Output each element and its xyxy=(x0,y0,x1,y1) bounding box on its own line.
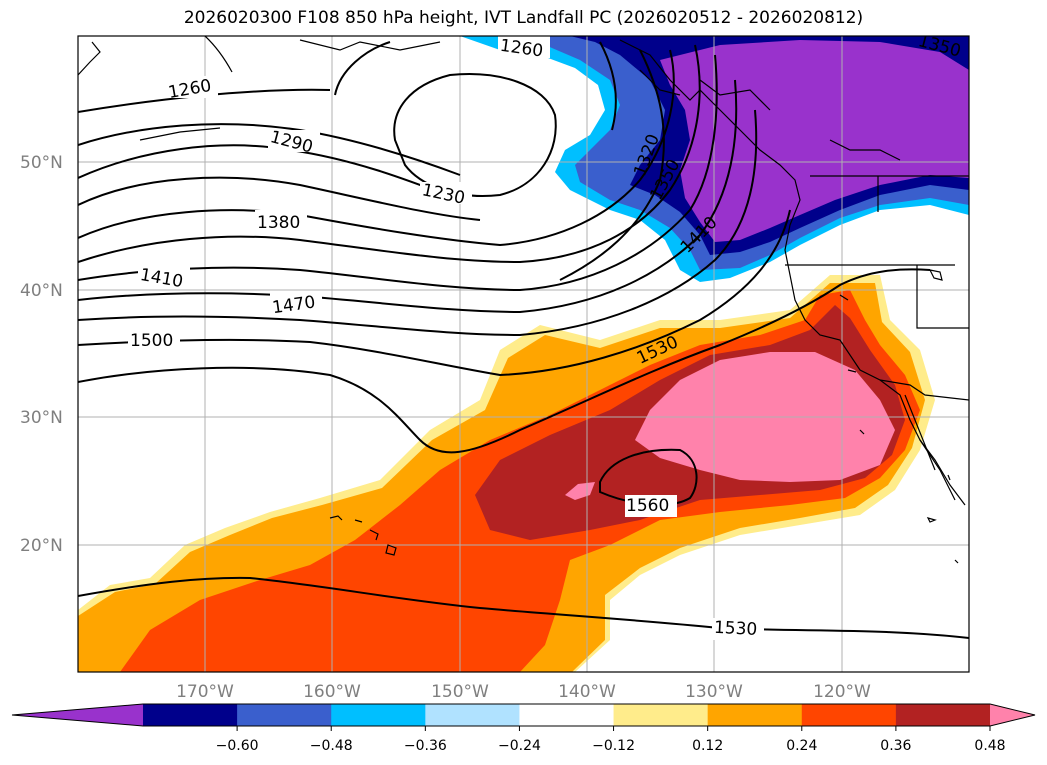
lon-tick-140w: 140°W xyxy=(558,682,616,702)
lat-tick-40n: 40°N xyxy=(20,281,63,301)
colorbar-cell xyxy=(519,704,615,726)
colorbar-outline xyxy=(11,703,1036,727)
contour-label-backgrounds xyxy=(128,36,764,640)
colorbar-tick-label: 0.36 xyxy=(880,738,911,754)
contour-label-1380: 1380 xyxy=(257,213,300,233)
colorbar-extend-low xyxy=(12,704,143,726)
contour-label-1500: 1500 xyxy=(130,331,173,351)
colorbar: −0.60 −0.48 −0.36 −0.24 −0.12 0.12 0.24 0.36 0.4… xyxy=(11,703,1036,754)
map-plot-area: 1260 1290 1380 1410 1470 1500 1230 1260 … xyxy=(78,36,969,672)
colorbar-cell xyxy=(895,704,991,726)
colorbar-tick-label: −0.36 xyxy=(404,738,447,754)
lon-tick-160w: 160°W xyxy=(303,682,361,702)
colorbar-cell xyxy=(425,704,520,726)
colorbar-tick-label: 0.48 xyxy=(974,738,1005,754)
lat-tick-50n: 50°N xyxy=(20,153,63,173)
colorbar-cell xyxy=(237,704,332,726)
colorbar-cell xyxy=(613,704,709,726)
colorbar-tick-label: −0.60 xyxy=(216,738,259,754)
colorbar-cell xyxy=(707,704,803,726)
colorbar-tick-label: −0.12 xyxy=(592,738,635,754)
longitude-tick-labels: 170°W 160°W 150°W 140°W 130°W 120°W xyxy=(176,682,871,702)
map-frame xyxy=(77,35,970,673)
colorbar-cell xyxy=(143,704,238,726)
colorbar-tick-label: 0.24 xyxy=(786,738,817,754)
colorbar-tick-label: −0.48 xyxy=(310,738,353,754)
colorbar-cell xyxy=(331,704,426,726)
contour-label-1530-south: 1530 xyxy=(713,618,757,640)
lon-tick-150w: 150°W xyxy=(431,682,489,702)
colorbar-extend-high xyxy=(990,704,1035,726)
lon-tick-120w: 120°W xyxy=(813,682,871,702)
coastlines xyxy=(78,36,969,506)
contour-label-1560: 1560 xyxy=(626,496,669,516)
colorbar-cells xyxy=(12,704,1035,726)
lat-tick-30n: 30°N xyxy=(20,408,63,428)
colorbar-tick-label: −0.24 xyxy=(498,738,541,754)
lat-tick-20n: 20°N xyxy=(20,536,63,556)
lon-tick-170w: 170°W xyxy=(176,682,234,702)
lon-tick-130w: 130°W xyxy=(685,682,743,702)
islands xyxy=(329,269,959,564)
colorbar-cell xyxy=(801,704,897,726)
latitude-tick-labels: 50°N 40°N 30°N 20°N xyxy=(20,153,63,556)
colorbar-ticks: −0.60 −0.48 −0.36 −0.24 −0.12 0.12 0.24 0.36 0.4… xyxy=(216,726,1006,754)
ivt-negative-060-region xyxy=(660,40,969,242)
map-title: 2026020300 F108 850 hPa height, IVT Land… xyxy=(183,8,864,28)
colorbar-tick-label: 0.12 xyxy=(692,738,723,754)
